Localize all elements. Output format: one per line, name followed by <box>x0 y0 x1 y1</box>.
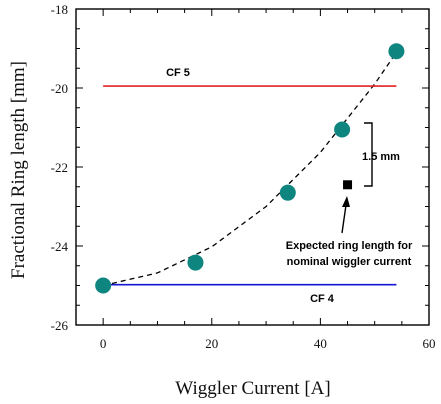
y-tick-label: -18 <box>51 2 68 17</box>
y-tick-label: -24 <box>51 239 69 254</box>
x-tick-label: 0 <box>100 336 107 351</box>
x-tick-label: 40 <box>314 336 327 351</box>
cf4-label: CF 4 <box>310 293 335 305</box>
x-tick-label: 20 <box>205 336 218 351</box>
y-tick-label: -20 <box>51 81 68 96</box>
data-point <box>279 184 296 201</box>
cf5-label: CF 5 <box>166 67 190 79</box>
annotation-arrowhead <box>342 196 350 207</box>
series-lines <box>103 44 403 287</box>
span-bracket <box>364 122 373 187</box>
data-point <box>334 121 351 138</box>
y-axis-title: Fractional Ring length [mm] <box>8 61 29 279</box>
data-point <box>95 277 112 294</box>
data-point <box>187 254 204 271</box>
annotation-arrow <box>341 204 347 234</box>
tick-labels: 0 20 40 60 -26 -24 -22 -20 -18 <box>51 2 436 351</box>
data-point <box>388 43 405 60</box>
fit-curve <box>103 44 403 287</box>
expected-marker <box>343 180 353 190</box>
expected-label-line2: nominal wiggler current <box>287 256 412 268</box>
x-axis-title: Wiggler Current [A] <box>175 378 330 399</box>
span-label: 1.5 mm <box>362 151 400 163</box>
data-points <box>95 43 405 294</box>
x-tick-label: 60 <box>423 336 436 351</box>
y-tick-label: -26 <box>51 318 69 333</box>
axis-ticks <box>76 8 430 326</box>
plot-frame <box>75 8 430 326</box>
y-tick-label: -22 <box>51 160 68 175</box>
expected-label-line1: Expected ring length for <box>286 240 413 252</box>
